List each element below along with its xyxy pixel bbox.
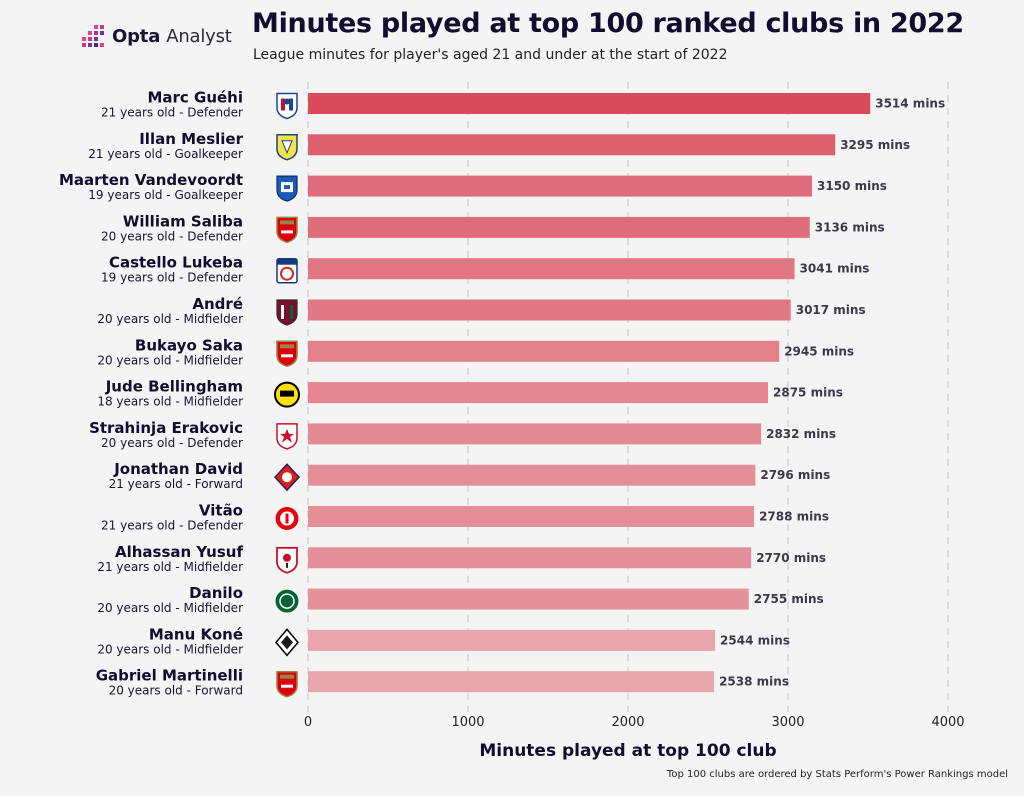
- bar: [308, 93, 871, 114]
- opta-analyst-logo: Opta Analyst: [80, 20, 232, 52]
- bar-value-label: 3514 mins: [875, 97, 945, 111]
- antwerp-crest-icon: [276, 546, 298, 574]
- bar-value-label: 2755 mins: [754, 592, 824, 606]
- gladbach-crest-icon: [275, 628, 299, 657]
- player-name: Jonathan David: [113, 460, 243, 478]
- bar-value-label: 2770 mins: [756, 551, 826, 565]
- opta-logo-icon: [82, 25, 104, 47]
- lille-crest-icon: [273, 463, 301, 492]
- bar: [308, 671, 715, 693]
- palmeiras-crest-icon: [274, 588, 300, 614]
- fluminense-crest-icon: [276, 299, 298, 326]
- bar-value-label: 3150 mins: [817, 179, 887, 193]
- x-tick-label: 2000: [611, 715, 644, 730]
- x-tick-label: 3000: [771, 715, 804, 730]
- bar-value-label: 3136 mins: [815, 220, 885, 234]
- brand-name-main: Opta: [112, 25, 161, 47]
- player-name: Alhassan Yusuf: [115, 543, 243, 561]
- bar: [308, 423, 762, 445]
- player-age-position: 20 years old - Midfielder: [97, 353, 243, 367]
- x-axis-label: Minutes played at top 100 club: [479, 741, 777, 761]
- brand-name-suffix: Analyst: [166, 25, 232, 47]
- bar: [308, 340, 780, 362]
- player-age-position: 21 years old - Defender: [101, 519, 243, 533]
- player-age-position: 21 years old - Midfielder: [97, 560, 243, 574]
- player-name: Manu Koné: [149, 625, 243, 643]
- brand-name: Opta Analyst: [112, 26, 232, 47]
- player-age-position: 20 years old - Defender: [101, 229, 243, 243]
- x-tick-label: 1000: [451, 715, 484, 730]
- player-age-position: 20 years old - Forward: [109, 684, 243, 698]
- player-age-position: 21 years old - Defender: [101, 106, 243, 120]
- bar-value-label: 2544 mins: [720, 633, 790, 647]
- bar: [308, 588, 749, 610]
- bar-value-label: 2875 mins: [773, 386, 843, 400]
- genk-crest-icon: [276, 175, 298, 202]
- bar-value-label: 2796 mins: [760, 468, 830, 482]
- bar: [308, 506, 755, 527]
- bar: [308, 299, 791, 321]
- player-age-position: 21 years old - Forward: [109, 477, 243, 491]
- player-age-position: 18 years old - Midfielder: [97, 395, 243, 409]
- bar: [308, 547, 752, 569]
- arsenal-crest-icon: [276, 670, 298, 698]
- player-name: Gabriel Martinelli: [96, 667, 243, 685]
- player-age-position: 21 years old - Goalkeeper: [88, 147, 243, 161]
- bar: [308, 134, 836, 156]
- bar-value-label: 2832 mins: [766, 427, 836, 441]
- arsenal-crest-icon: [276, 216, 298, 244]
- arsenal-crest-icon: [276, 340, 298, 368]
- bar-value-label: 2945 mins: [784, 344, 854, 358]
- crystal-palace-crest-icon: [276, 92, 298, 120]
- bar-value-label: 3295 mins: [840, 138, 910, 152]
- player-age-position: 20 years old - Midfielder: [97, 312, 243, 326]
- x-tick-label: 4000: [931, 715, 964, 730]
- bar: [308, 175, 812, 197]
- chart-title: Minutes played at top 100 ranked clubs i…: [252, 8, 964, 39]
- bar: [308, 464, 756, 486]
- player-name: Marc Guéhi: [147, 89, 243, 107]
- player-age-position: 20 years old - Midfielder: [97, 642, 243, 656]
- player-name: Castello Lukeba: [109, 254, 243, 272]
- player-name: Strahinja Erakovic: [89, 419, 243, 437]
- lyon-crest-icon: [276, 257, 298, 284]
- x-tick-label: 0: [304, 715, 312, 730]
- footnote: Top 100 clubs are ordered by Stats Perfo…: [666, 769, 1008, 780]
- bar: [308, 629, 716, 651]
- player-name: Illan Meslier: [139, 130, 243, 148]
- player-age-position: 20 years old - Defender: [101, 436, 243, 450]
- player-age-position: 19 years old - Goalkeeper: [88, 188, 243, 202]
- player-age-position: 19 years old - Defender: [101, 271, 243, 285]
- bar: [308, 382, 768, 404]
- player-name: André: [192, 295, 243, 313]
- player-name: William Saliba: [123, 212, 243, 230]
- leeds-crest-icon: [276, 134, 298, 161]
- bar: [308, 258, 795, 280]
- bar-value-label: 3041 mins: [800, 262, 870, 276]
- internacional-crest-icon: [274, 506, 300, 531]
- player-name: Jude Bellingham: [105, 378, 243, 396]
- red-star-crest-icon: [276, 423, 298, 450]
- bar-value-label: 2788 mins: [759, 510, 829, 524]
- bar: [308, 216, 810, 238]
- player-name: Maarten Vandevoordt: [59, 171, 243, 189]
- bar-value-label: 2538 mins: [719, 675, 789, 689]
- bar-value-label: 3017 mins: [796, 303, 866, 317]
- player-name: Vitão: [199, 502, 243, 520]
- chart-subtitle: League minutes for player's aged 21 and …: [253, 47, 728, 63]
- player-name: Danilo: [189, 584, 243, 602]
- player-age-position: 20 years old - Midfielder: [97, 601, 243, 615]
- dortmund-crest-icon: [274, 381, 300, 408]
- player-name: Bukayo Saka: [135, 336, 243, 354]
